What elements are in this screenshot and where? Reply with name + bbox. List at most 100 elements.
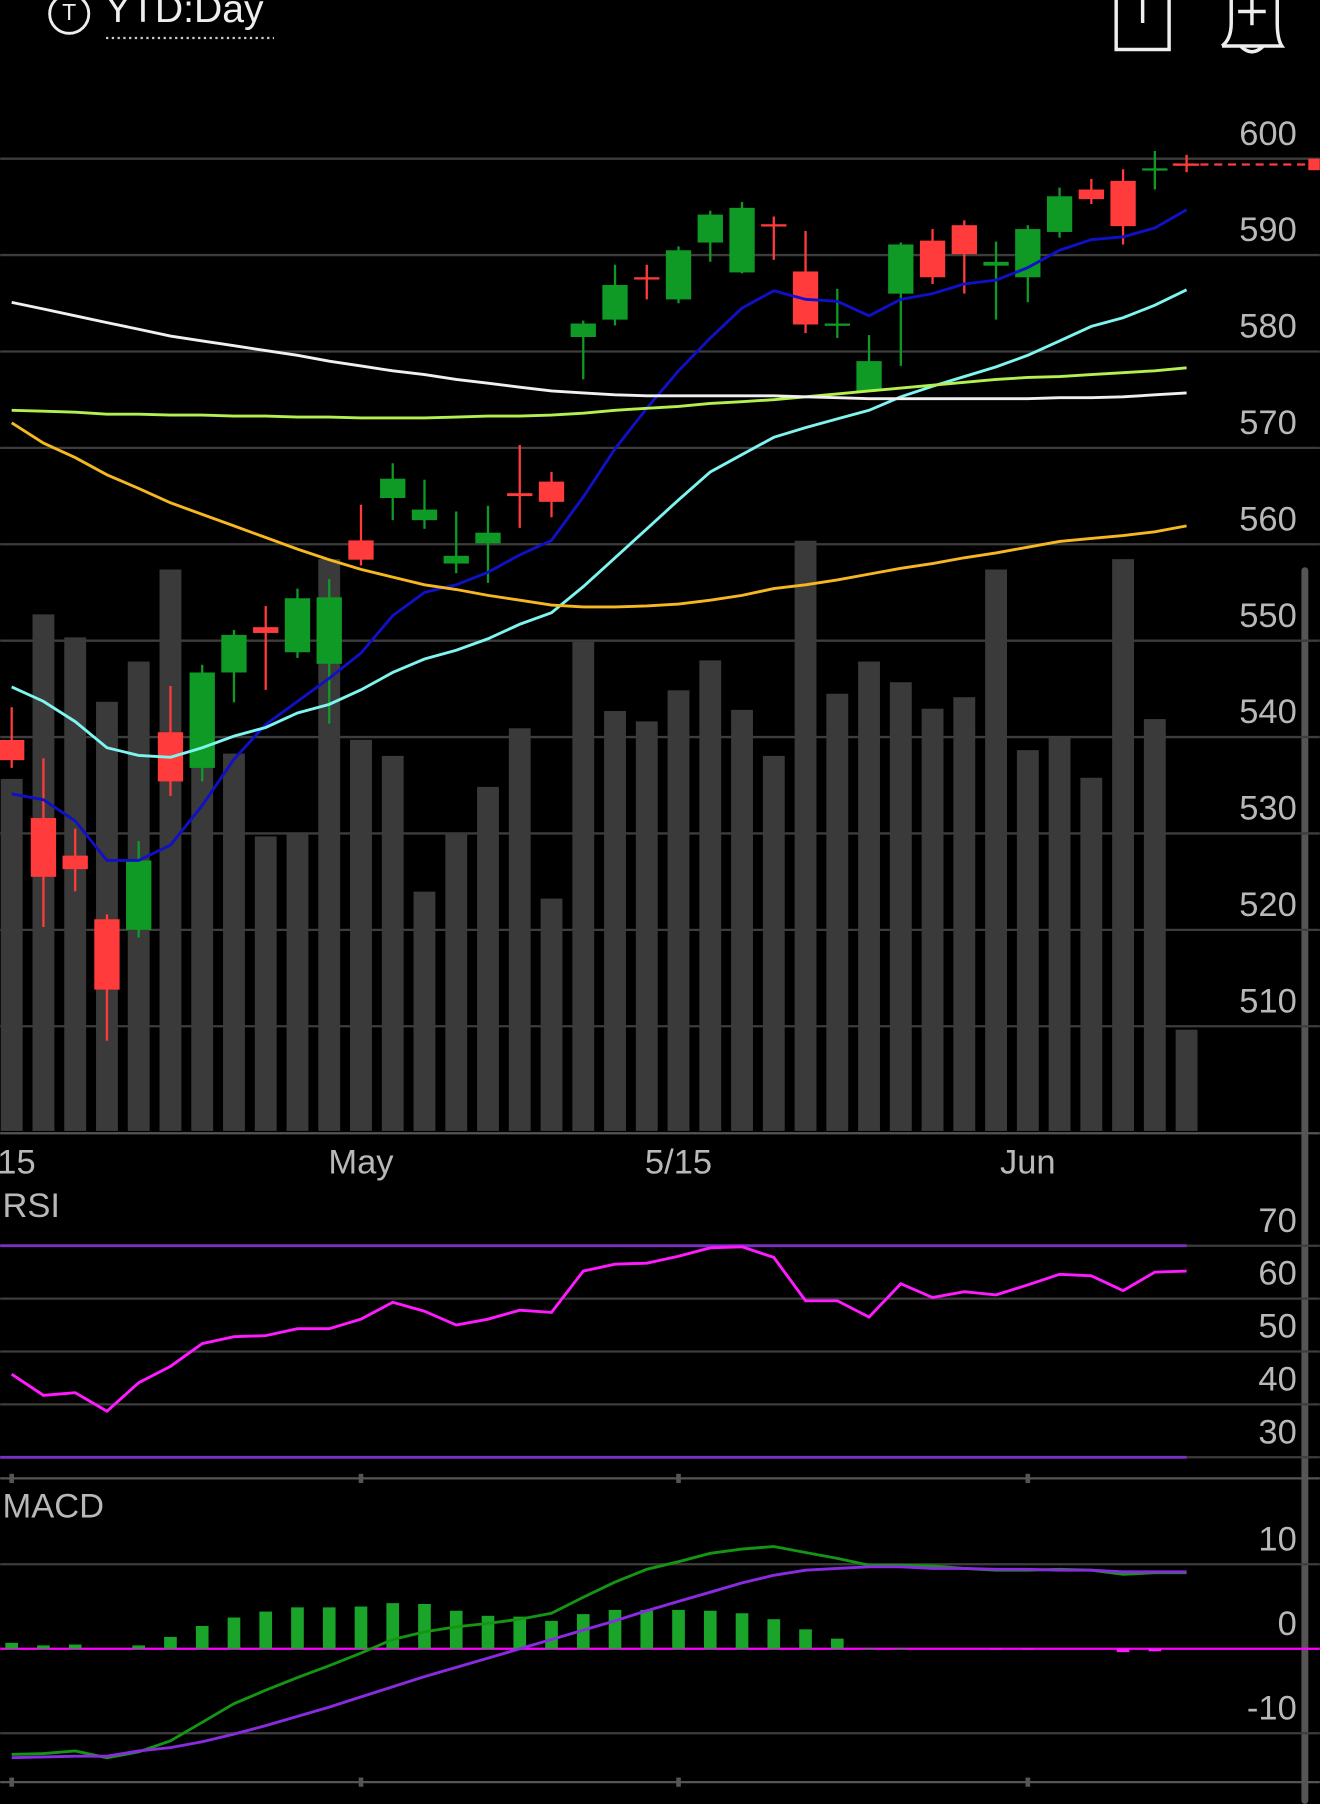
share-icon[interactable] [1114, 0, 1171, 52]
x-tick-label: May [328, 1143, 394, 1181]
alert-icon[interactable] [1220, 0, 1286, 54]
histogram-bar [513, 1616, 527, 1649]
panel-title: MACD [2, 1487, 104, 1525]
candle-body [1173, 163, 1200, 166]
histogram-bar [449, 1610, 463, 1649]
candle-body [1142, 168, 1168, 171]
candle-body [634, 277, 660, 280]
candle-body [761, 224, 787, 227]
moving-average [11, 208, 1188, 862]
candle-body [221, 634, 247, 673]
histogram-bar [322, 1607, 336, 1649]
candle-body [284, 598, 311, 653]
candle-body [1110, 180, 1136, 227]
histogram-bar [259, 1611, 273, 1649]
y-tick-label: 540 [1239, 693, 1297, 731]
histogram-bar [37, 1645, 50, 1649]
histogram-bar [830, 1638, 844, 1649]
volume-bar [1080, 777, 1103, 1131]
volume-bar [1143, 719, 1166, 1131]
histogram-bar [894, 1647, 908, 1649]
candle-body [443, 555, 469, 564]
y-tick-label: 40 [1258, 1360, 1296, 1398]
histogram-bar [5, 1642, 19, 1649]
volume-bar [762, 755, 785, 1131]
histogram-bar [862, 1647, 876, 1649]
histogram-bar [672, 1609, 685, 1649]
candle-body [380, 478, 406, 498]
candle-body [316, 597, 342, 664]
volume-bar [794, 540, 817, 1131]
volume-bar [381, 755, 404, 1131]
histogram-bar [164, 1636, 177, 1649]
volume-bar [413, 891, 436, 1131]
volume-bar [1112, 559, 1135, 1131]
y-tick-label: 530 [1239, 790, 1297, 828]
histogram-bar [989, 1648, 1003, 1650]
moving-average [10, 421, 1187, 609]
histogram-bar [418, 1603, 431, 1649]
volume-bar [0, 778, 23, 1131]
candle-body [888, 244, 914, 294]
histogram-bar [195, 1625, 209, 1649]
volume-bar [889, 682, 912, 1131]
candle-body [824, 323, 850, 326]
candle-body [951, 225, 977, 255]
y-tick-label: 70 [1258, 1202, 1296, 1240]
candle-body [253, 627, 279, 633]
volume-bar [191, 678, 214, 1131]
candle-body [411, 509, 438, 521]
volume-bar [254, 836, 277, 1131]
histogram-bar [132, 1645, 146, 1649]
histogram-bar [1148, 1648, 1162, 1652]
y-tick-label: 560 [1239, 500, 1297, 538]
candle-body [919, 240, 946, 278]
histogram-bar [291, 1607, 304, 1649]
scrollbar[interactable] [1301, 567, 1309, 1804]
histogram-bar [354, 1606, 368, 1649]
candle-body [507, 493, 533, 497]
y-tick-label: 580 [1239, 308, 1297, 346]
candle-body [538, 481, 565, 502]
y-tick-label: 60 [1258, 1255, 1296, 1293]
rsi-line [10, 1245, 1187, 1413]
histogram-bar [481, 1615, 495, 1649]
y-tick-label: 550 [1239, 597, 1297, 635]
volume-bar [667, 690, 690, 1131]
volume-bar [1016, 750, 1039, 1131]
candle-body [602, 284, 628, 320]
candle-body [348, 540, 374, 560]
y-tick-label: 520 [1239, 886, 1297, 924]
candle-body [1078, 189, 1104, 200]
candle-body [62, 855, 88, 870]
x-tick-label: 5/15 [645, 1143, 712, 1181]
timeframe-icon[interactable] [48, 0, 91, 35]
x-tick-label: /15 [0, 1143, 36, 1181]
volume-bar [699, 660, 722, 1131]
volume-bar [572, 641, 595, 1131]
candle-body [697, 214, 723, 243]
candle-body [0, 739, 25, 761]
volume-bar [540, 898, 563, 1131]
volume-bar [350, 739, 372, 1131]
y-tick-label: 570 [1239, 404, 1297, 442]
histogram-bar [1116, 1648, 1130, 1653]
candle-body [30, 818, 57, 877]
volume-bar [445, 832, 468, 1131]
histogram-bar [227, 1617, 241, 1649]
volume-bar [985, 569, 1007, 1131]
histogram-bar [799, 1629, 812, 1649]
y-tick-label: 510 [1239, 982, 1297, 1020]
y-tick-label: 600 [1239, 115, 1297, 153]
y-tick-label: 30 [1258, 1413, 1296, 1451]
moving-average [11, 288, 1188, 759]
volume-bar [921, 708, 944, 1131]
candle-body [1046, 196, 1073, 232]
macd-line [11, 1565, 1187, 1760]
period-selector[interactable]: YTD:Day [105, 0, 264, 31]
histogram-bar [735, 1613, 749, 1649]
timeframe-icon-letter: T [62, 0, 76, 25]
volume-bar [508, 728, 531, 1131]
volume-bar [1175, 1029, 1198, 1131]
